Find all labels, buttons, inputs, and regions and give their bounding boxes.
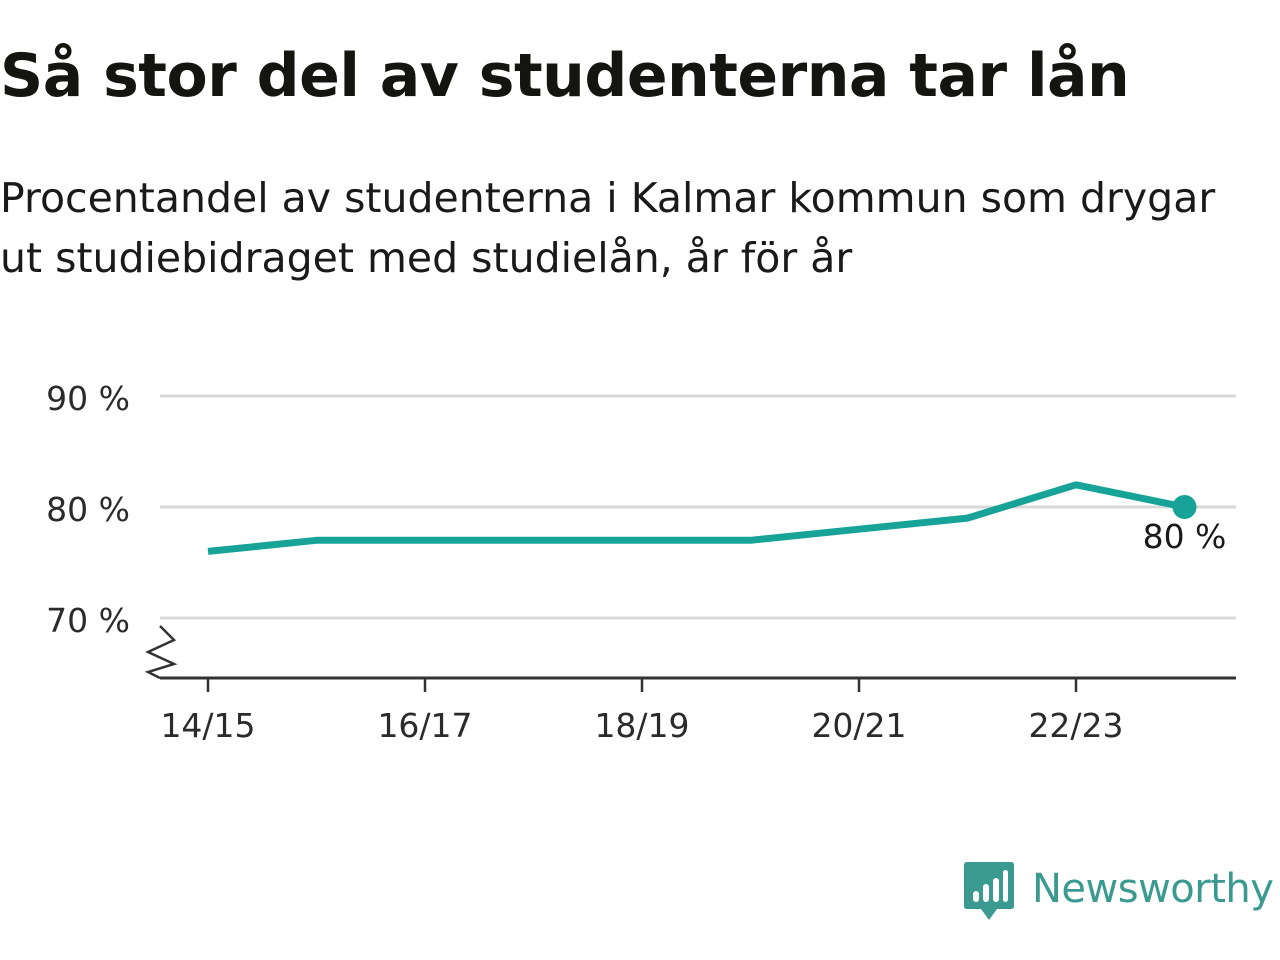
y-axis-break bbox=[144, 625, 178, 680]
x-tick-label: 20/21 bbox=[811, 706, 906, 745]
y-tick-label: 80 % bbox=[46, 490, 130, 529]
brand-logo: Newsworthy bbox=[964, 862, 1274, 928]
last-data-point bbox=[1172, 495, 1197, 519]
x-tick-label: 18/19 bbox=[594, 706, 689, 745]
y-tick-label: 70 % bbox=[46, 601, 130, 640]
brand-name: Newsworthy bbox=[1032, 866, 1274, 912]
chart-subtitle: Procentandel av studenterna i Kalmar kom… bbox=[0, 174, 1216, 282]
x-tick-label: 22/23 bbox=[1028, 706, 1123, 745]
newsworthy-logo-icon bbox=[964, 862, 1014, 920]
series-line bbox=[207, 481, 1186, 555]
chart-title: Så stor del av studenterna tar lån bbox=[0, 41, 1130, 111]
last-point-label: 80 % bbox=[1143, 517, 1227, 556]
x-tick-label: 14/15 bbox=[160, 706, 255, 745]
x-tick-label: 16/17 bbox=[377, 706, 472, 745]
y-tick-label: 90 % bbox=[46, 379, 130, 418]
